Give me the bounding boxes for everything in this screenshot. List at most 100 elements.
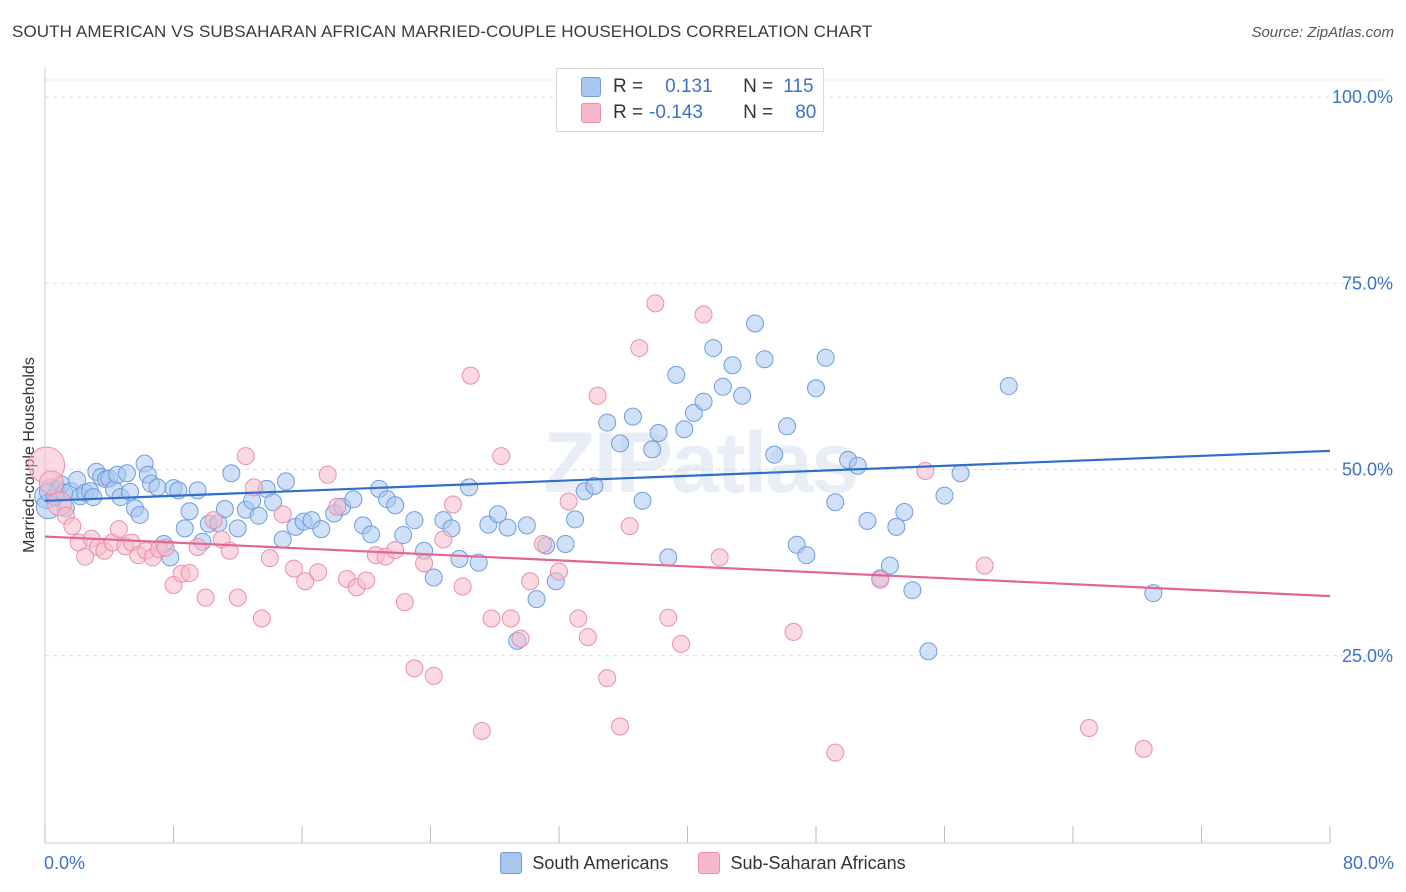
data-point: [156, 538, 175, 557]
data-point: [121, 482, 140, 501]
legend-n-value: 115: [783, 76, 814, 97]
data-point: [887, 517, 906, 536]
data-point: [228, 588, 247, 607]
legend-n-label: N =: [743, 76, 774, 97]
data-point: [260, 549, 279, 568]
data-point: [501, 609, 520, 628]
data-point: [807, 379, 825, 398]
data-point: [264, 493, 283, 512]
data-point: [318, 465, 337, 484]
data-point: [273, 505, 292, 524]
data-point: [588, 386, 607, 405]
data-point: [434, 530, 453, 549]
data-point: [511, 629, 530, 648]
stats-legend: R = 0.131 N = 115 R = -0.143 N = 80: [556, 68, 824, 132]
data-point: [109, 520, 128, 539]
legend-n-value: 80: [795, 102, 817, 123]
data-point: [328, 497, 347, 516]
data-point: [745, 314, 764, 333]
data-point: [816, 348, 835, 367]
data-point: [450, 549, 469, 568]
data-point: [704, 339, 723, 358]
grid: [45, 79, 1390, 657]
data-point: [76, 547, 95, 566]
data-point: [517, 516, 536, 535]
data-point: [630, 339, 649, 358]
data-point: [196, 588, 215, 607]
data-point: [569, 609, 588, 628]
data-point: [117, 464, 136, 483]
data-point: [130, 505, 149, 524]
data-point: [222, 464, 241, 483]
legend-r-value: -0.143: [649, 102, 703, 123]
data-point: [405, 659, 424, 678]
data-point: [220, 541, 239, 560]
data-point: [975, 556, 994, 575]
data-point: [919, 642, 938, 661]
legend-r-label: R =: [613, 76, 644, 97]
data-point: [249, 506, 268, 525]
data-point: [778, 417, 797, 436]
data-point: [461, 366, 480, 385]
data-point: [623, 407, 642, 426]
data-point: [620, 517, 639, 536]
data-point: [482, 609, 501, 628]
legend-label: Sub-Saharan Africans: [730, 852, 906, 873]
data-point: [550, 562, 568, 581]
data-point: [858, 511, 877, 530]
data-point: [488, 505, 507, 524]
data-point: [797, 546, 816, 565]
y-tick-label: 100.0%: [1332, 87, 1393, 107]
data-point: [228, 519, 247, 538]
y-tick-label: 25.0%: [1342, 646, 1393, 666]
y-tick-label: 50.0%: [1342, 460, 1393, 480]
data-point: [533, 535, 552, 553]
data-point: [1080, 719, 1099, 738]
data-point: [903, 581, 922, 600]
data-point: [252, 609, 271, 628]
data-point: [755, 350, 774, 369]
data-point: [667, 365, 686, 384]
legend-n-label: N =: [743, 102, 774, 123]
data-point: [84, 488, 103, 507]
legend-swatch-pink: [698, 852, 721, 874]
data-point: [566, 510, 585, 529]
legend-row-sub-saharan-africans: R = -0.143 N = 80: [581, 101, 816, 125]
data-point: [180, 502, 199, 521]
data-point: [611, 717, 630, 736]
data-point: [236, 447, 255, 466]
data-point: [63, 517, 82, 536]
data-point: [386, 540, 405, 559]
data-point: [521, 572, 540, 591]
source-label: Source: ZipAtlas.com: [1251, 24, 1394, 41]
data-point: [871, 570, 890, 589]
data-point: [848, 456, 867, 475]
data-point: [935, 486, 954, 505]
data-point: [309, 563, 328, 582]
trend-line-blue: [44, 449, 1331, 502]
data-point: [880, 556, 899, 575]
data-point: [296, 572, 315, 591]
data-point: [585, 476, 604, 495]
data-point: [598, 669, 617, 688]
x-tick-label-max: 80.0%: [1342, 853, 1394, 873]
data-point: [276, 472, 295, 491]
data-point: [180, 564, 199, 583]
series-blue: [34, 314, 1163, 661]
legend-item-sub-saharan-africans: Sub-Saharan Africans: [698, 852, 906, 874]
legend-r-value: 0.131: [665, 76, 713, 97]
data-point: [733, 386, 752, 405]
data-point: [784, 622, 803, 641]
data-point: [713, 377, 732, 396]
data-point: [357, 571, 376, 590]
x-tick-label-min: 0.0%: [44, 853, 86, 873]
legend-swatch-pink: [581, 103, 601, 123]
trend-line-pink: [44, 535, 1331, 598]
legend-swatch-blue: [581, 77, 601, 97]
data-point: [556, 535, 575, 553]
data-point: [204, 511, 223, 530]
data-point: [633, 491, 652, 510]
data-point: [405, 511, 424, 530]
data-point: [710, 548, 729, 567]
